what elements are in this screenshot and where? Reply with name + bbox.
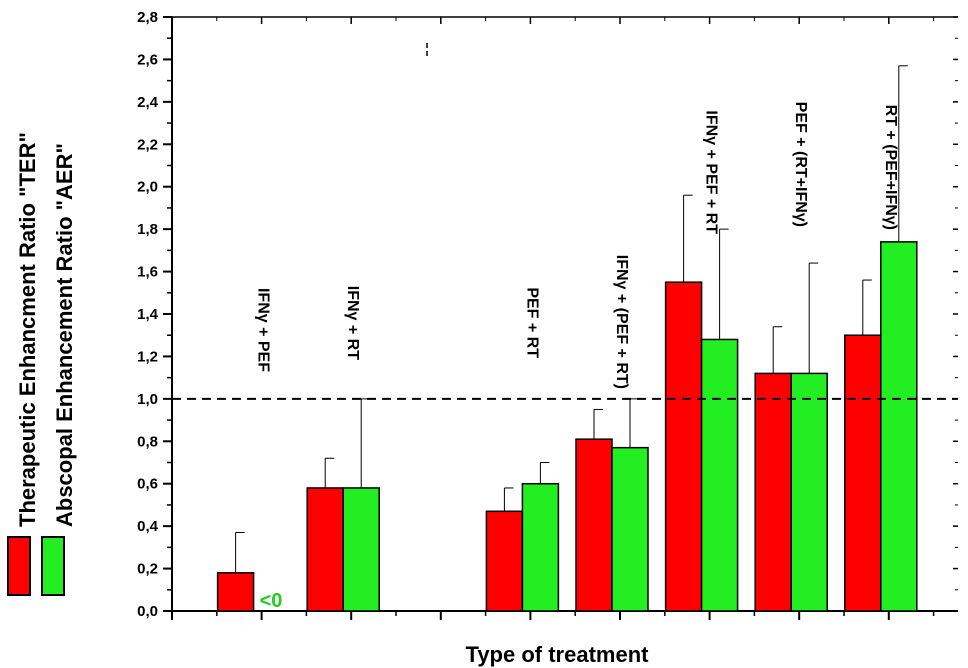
y-tick-label: 1,6 — [137, 264, 158, 281]
y-tick-label: 2,6 — [137, 51, 158, 68]
y-tick-label: 1,8 — [137, 221, 158, 238]
bars: <0 — [216, 65, 918, 612]
y-tick-label: 1,4 — [137, 306, 159, 323]
y-tick-label: 2,8 — [137, 9, 158, 26]
bar-aer — [700, 338, 739, 612]
category-label: RT + (PEF+IFNγ) — [882, 105, 899, 230]
category-labels: IFNγ + PEF IFNγ + RT PEF + RT IFNγ + (PEF +… — [255, 102, 899, 389]
bar-aer — [342, 487, 380, 612]
bar-ter — [216, 572, 255, 612]
y-tick-label: 1,0 — [137, 391, 158, 408]
y-tick-label: 0,0 — [137, 603, 158, 620]
y-tick-label: 2,4 — [137, 94, 159, 111]
annotation-label: <0 — [260, 590, 283, 612]
legend-swatch-ter — [7, 536, 31, 596]
category-label: IFNγ + PEF + RT — [703, 110, 720, 234]
category-label: PEF + RT — [523, 287, 540, 358]
y-tick-label: 0,2 — [137, 561, 158, 578]
x-axis-title: Type of treatment — [466, 642, 650, 667]
category-label: IFNγ + RT — [344, 286, 361, 360]
y-tick-label: 1,2 — [137, 348, 158, 365]
category-label: PEF + (RT+IFNγ) — [792, 102, 809, 227]
y-tick-label: 0,8 — [137, 433, 158, 450]
bar-ter — [306, 487, 344, 612]
bar-aer — [611, 446, 649, 612]
bar-ter — [844, 334, 882, 612]
y-tick-label: 0,4 — [137, 518, 159, 535]
y-axis-ticks: 0,0 0,2 0,4 0,6 0,8 1,0 1,2 1,4 1,6 1,8 2,0 2,2 2,4 2… — [137, 9, 958, 620]
bar-ter — [485, 510, 524, 612]
legend-swatch-aer — [41, 536, 65, 596]
y-tick-label: 2,2 — [137, 136, 158, 153]
plot-frame — [171, 16, 958, 612]
category-label: IFNγ + (PEF + RT) — [613, 255, 630, 389]
bar-ter — [664, 281, 703, 612]
y-axis-label-aer: Abscopal Enhancement Ratio "AER" — [52, 143, 77, 527]
bar-aer — [521, 482, 560, 612]
y-tick-label: 2,0 — [137, 179, 158, 196]
x-axis-ticks — [171, 17, 935, 620]
category-label: IFNγ + PEF — [255, 288, 272, 372]
legend: Therapeutic Enhancment Ratio "TER" Absco… — [7, 132, 77, 596]
y-tick-label: 0,6 — [137, 476, 158, 493]
y-axis-label-ter: Therapeutic Enhancment Ratio "TER" — [15, 132, 40, 527]
bar-aer — [880, 241, 918, 612]
bar-ter — [575, 438, 613, 612]
bar-aer — [790, 372, 828, 612]
bar-ter — [754, 372, 792, 612]
